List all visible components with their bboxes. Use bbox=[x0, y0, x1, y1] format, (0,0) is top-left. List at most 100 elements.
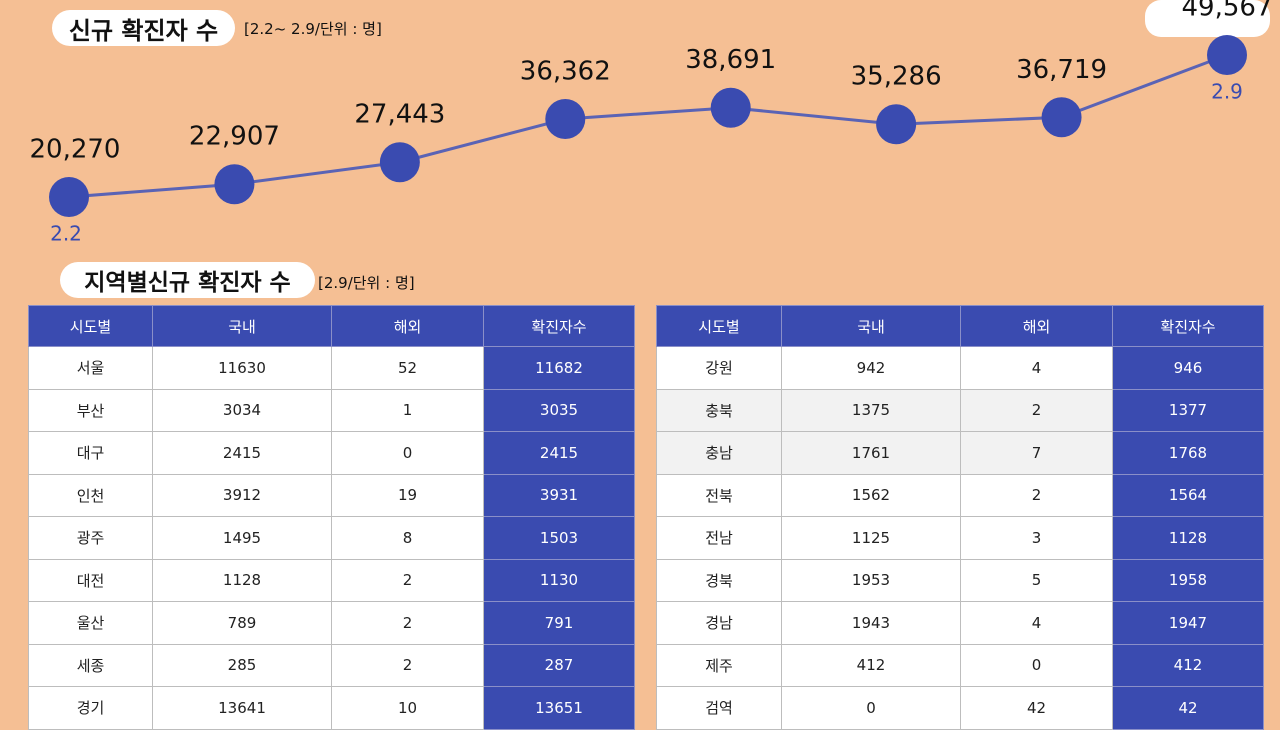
line bbox=[68, 53, 1228, 199]
value-label: 36,719 bbox=[1016, 55, 1107, 85]
value-cell: 1128 bbox=[152, 558, 332, 602]
table-row: 전남 1125 3 1128 bbox=[656, 516, 1264, 560]
value-cell: 1503 bbox=[483, 516, 635, 560]
value-cell: 5 bbox=[960, 558, 1113, 602]
value-cell: 8 bbox=[331, 516, 484, 560]
value-cell: 3931 bbox=[483, 473, 635, 517]
region-cell: 부산 bbox=[28, 388, 153, 432]
value-cell: 13651 bbox=[483, 686, 635, 730]
value-label: 20,270 bbox=[30, 135, 121, 165]
value-cell: 791 bbox=[483, 601, 635, 645]
table-row: 대구 2415 0 2415 bbox=[28, 431, 635, 475]
value-cell: 2 bbox=[960, 388, 1113, 432]
value-cell: 7 bbox=[960, 431, 1113, 475]
point bbox=[545, 99, 586, 140]
value-cell: 4 bbox=[960, 601, 1113, 645]
value-cell: 1943 bbox=[781, 601, 961, 645]
value-cell: 1377 bbox=[1112, 388, 1264, 432]
region-cell: 인천 bbox=[28, 473, 153, 517]
value-cell: 1125 bbox=[781, 516, 961, 560]
header-row: 시도별 국내 해외 확진자수 bbox=[28, 305, 635, 347]
value-cell: 42 bbox=[960, 686, 1113, 730]
table-row: 세종 285 2 287 bbox=[28, 643, 635, 687]
region-table: 시도별 국내 해외 확진자수 강원 942 4 946 충북 1375 2 1377 충남 1761 7 17… bbox=[656, 305, 1264, 730]
table-row: 전북 1562 2 1564 bbox=[656, 473, 1264, 517]
point bbox=[1207, 35, 1247, 75]
value-cell: 1953 bbox=[781, 558, 961, 602]
value-label: 35,286 bbox=[851, 62, 942, 92]
point bbox=[1041, 97, 1082, 138]
region-cell: 광주 bbox=[28, 516, 153, 560]
table-row: 대전 1128 2 1130 bbox=[28, 558, 635, 602]
value-cell: 2 bbox=[331, 643, 484, 687]
point bbox=[379, 142, 420, 183]
region-cell: 대구 bbox=[28, 431, 153, 475]
value-label: 49,567 bbox=[1182, 0, 1273, 23]
value-cell: 19 bbox=[331, 473, 484, 517]
value-cell: 789 bbox=[152, 601, 332, 645]
value-cell: 1958 bbox=[1112, 558, 1264, 602]
table-row: 강원 942 4 946 bbox=[656, 346, 1264, 390]
value-cell: 3035 bbox=[483, 388, 635, 432]
value-cell: 3034 bbox=[152, 388, 332, 432]
point bbox=[214, 164, 255, 205]
region-cell: 전북 bbox=[656, 473, 782, 517]
value-cell: 2 bbox=[331, 558, 484, 602]
region-cell: 충남 bbox=[656, 431, 782, 475]
section-subtitle: [2.9/단위 : 명] bbox=[318, 274, 415, 292]
chart-title: 신규 확진자 수 bbox=[52, 10, 235, 46]
value-cell: 11682 bbox=[483, 346, 635, 390]
value-label: 22,907 bbox=[189, 122, 280, 152]
header-row: 시도별 국내 해외 확진자수 bbox=[656, 305, 1264, 347]
value-cell: 1 bbox=[331, 388, 484, 432]
value-cell: 3 bbox=[960, 516, 1113, 560]
column-header: 해외 bbox=[960, 305, 1113, 347]
region-cell: 검역 bbox=[656, 686, 782, 730]
value-cell: 3912 bbox=[152, 473, 332, 517]
value-cell: 0 bbox=[331, 431, 484, 475]
column-header: 확진자수 bbox=[1112, 305, 1264, 347]
region-cell: 강원 bbox=[656, 346, 782, 390]
value-cell: 0 bbox=[781, 686, 961, 730]
table-row: 제주 412 0 412 bbox=[656, 643, 1264, 687]
table-row: 경남 1943 4 1947 bbox=[656, 601, 1264, 645]
table-row: 울산 789 2 791 bbox=[28, 601, 635, 645]
table-row: 부산 3034 1 3035 bbox=[28, 388, 635, 432]
column-header: 시도별 bbox=[28, 305, 153, 347]
value-cell: 13641 bbox=[152, 686, 332, 730]
value-cell: 42 bbox=[1112, 686, 1264, 730]
value-cell: 1947 bbox=[1112, 601, 1264, 645]
table-row: 충북 1375 2 1377 bbox=[656, 388, 1264, 432]
region-cell: 울산 bbox=[28, 601, 153, 645]
table-row: 경북 1953 5 1958 bbox=[656, 558, 1264, 602]
table-row: 검역 0 42 42 bbox=[656, 686, 1264, 730]
section-title: 지역별신규 확진자 수 bbox=[60, 262, 315, 298]
value-cell: 412 bbox=[781, 643, 961, 687]
region-cell: 경북 bbox=[656, 558, 782, 602]
value-cell: 412 bbox=[1112, 643, 1264, 687]
table-row: 광주 1495 8 1503 bbox=[28, 516, 635, 560]
value-label: 27,443 bbox=[354, 100, 445, 130]
point bbox=[49, 177, 89, 217]
value-label: 36,362 bbox=[520, 57, 611, 87]
value-cell: 0 bbox=[960, 643, 1113, 687]
value-cell: 946 bbox=[1112, 346, 1264, 390]
column-header: 국내 bbox=[152, 305, 332, 347]
x-tick-label: 2.9 bbox=[1211, 80, 1243, 104]
region-table: 시도별 국내 해외 확진자수 서울 11630 52 11682 부산 3034 1 3035 대구 24… bbox=[28, 305, 635, 730]
column-header: 국내 bbox=[781, 305, 961, 347]
value-cell: 942 bbox=[781, 346, 961, 390]
value-cell: 1761 bbox=[781, 431, 961, 475]
chart-subtitle: [2.2~ 2.9/단위 : 명] bbox=[244, 20, 382, 38]
table-row: 서울 11630 52 11682 bbox=[28, 346, 635, 390]
value-cell: 287 bbox=[483, 643, 635, 687]
value-cell: 285 bbox=[152, 643, 332, 687]
value-cell: 11630 bbox=[152, 346, 332, 390]
region-cell: 전남 bbox=[656, 516, 782, 560]
point bbox=[710, 87, 751, 128]
region-cell: 제주 bbox=[656, 643, 782, 687]
value-cell: 1562 bbox=[781, 473, 961, 517]
table-row: 충남 1761 7 1768 bbox=[656, 431, 1264, 475]
value-cell: 2 bbox=[331, 601, 484, 645]
